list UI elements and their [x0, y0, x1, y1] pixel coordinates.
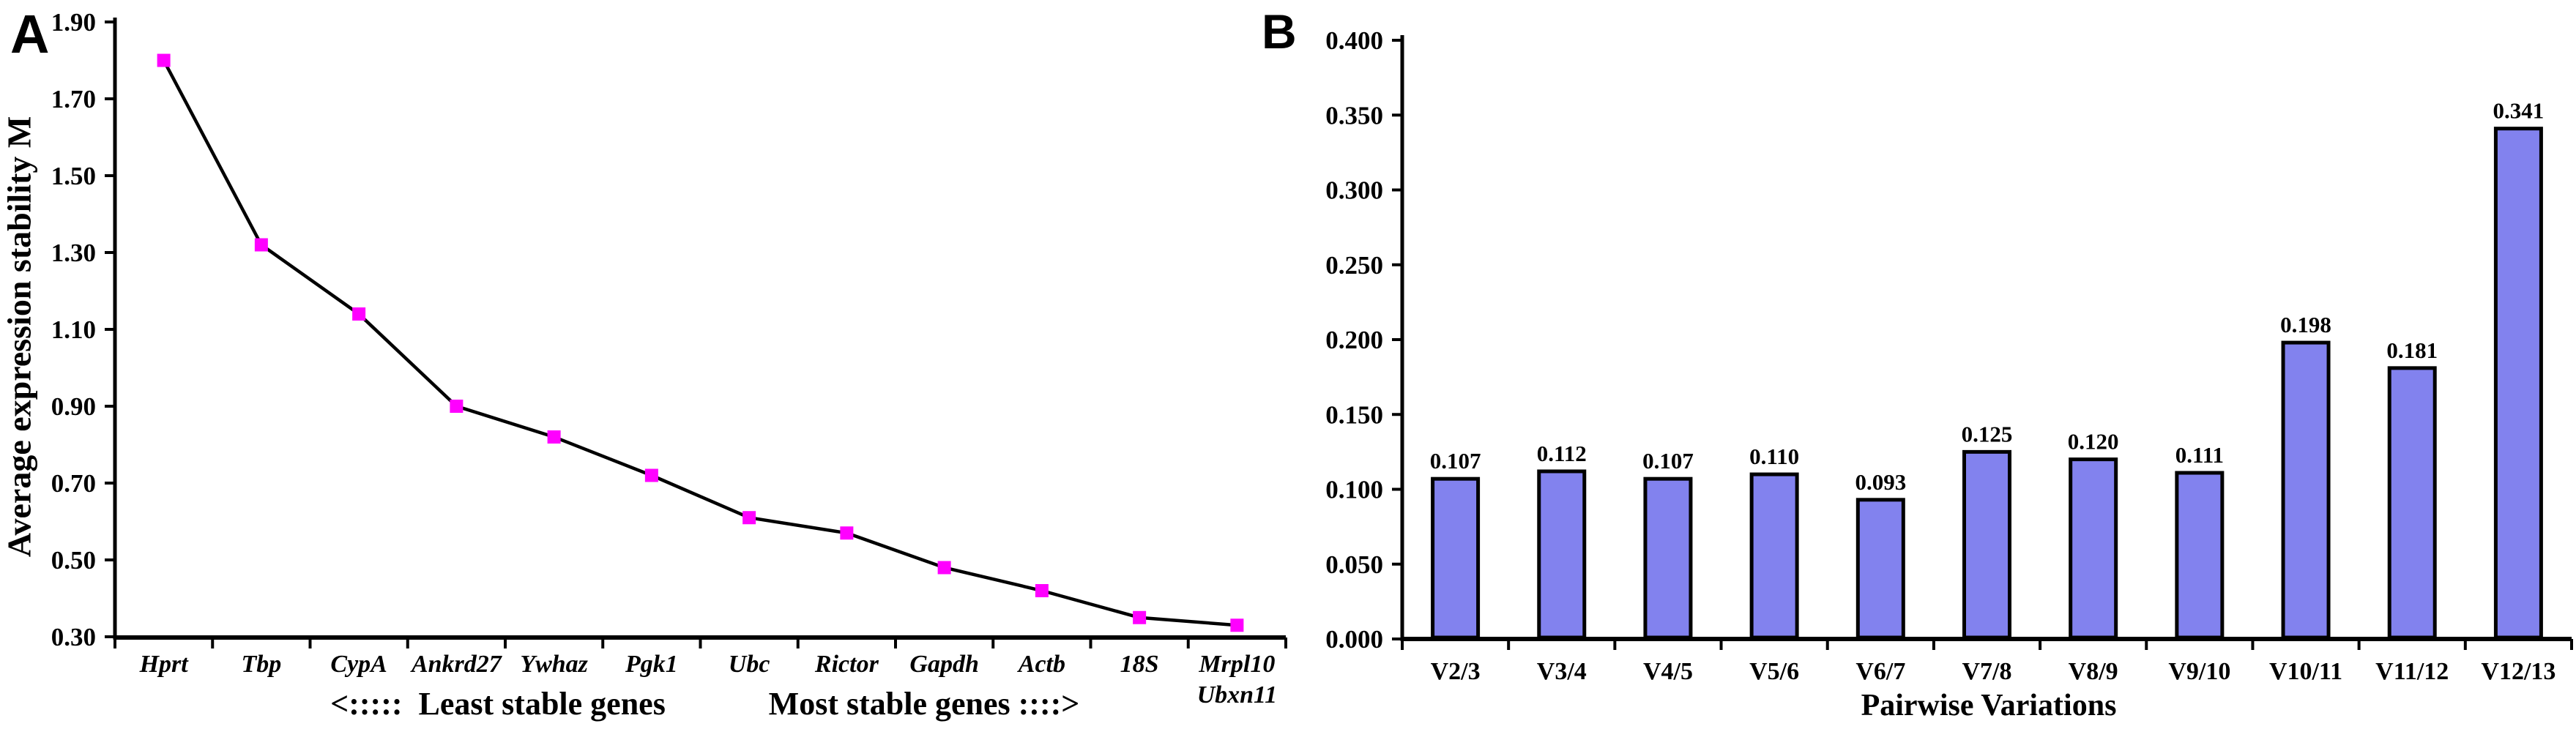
y-tick-label: 0.200 — [1325, 326, 1383, 354]
category-label: CypA — [330, 651, 387, 678]
data-point-marker — [1133, 610, 1147, 624]
category-label: Actb — [1017, 651, 1065, 678]
category-label: Pgk1 — [625, 651, 678, 678]
y-tick-label: 0.50 — [51, 546, 96, 575]
y-tick-label: 0.90 — [51, 392, 96, 421]
variation-bar — [1537, 469, 1587, 640]
category-label: Hprt — [139, 651, 190, 678]
variation-bar — [1643, 476, 1693, 640]
variation-bar — [1749, 472, 1799, 640]
data-point-marker — [644, 468, 658, 482]
category-label: V5/6 — [1749, 658, 1799, 685]
bar-value-label: 0.181 — [2386, 337, 2438, 363]
category-label: V6/7 — [1855, 658, 1905, 685]
category-label: V3/4 — [1537, 658, 1587, 685]
variation-bar — [1855, 498, 1905, 640]
category-label: Ankrd27 — [410, 651, 503, 678]
data-point-marker — [450, 400, 464, 413]
variation-bar — [2493, 127, 2543, 640]
category-label: Ubc — [729, 651, 770, 678]
data-point-marker — [157, 53, 171, 67]
y-tick-label: 0.300 — [1325, 176, 1383, 205]
bar-value-label: 0.112 — [1537, 441, 1587, 466]
y-tick-label: 0.250 — [1325, 251, 1383, 280]
bar-value-label: 0.093 — [1855, 469, 1906, 495]
variation-bar — [2069, 457, 2118, 640]
y-tick-label: 1.70 — [51, 85, 96, 113]
y-tick-label: 0.150 — [1325, 400, 1383, 429]
category-label: Rictor — [814, 651, 879, 678]
data-point-marker — [352, 307, 366, 321]
bar-value-label: 0.120 — [2068, 429, 2119, 455]
category-label: V12/13 — [2481, 658, 2555, 685]
y-tick-label: 1.90 — [51, 8, 96, 37]
most-stable-genes-annotation: Most stable genes ::::> — [768, 686, 1080, 722]
variation-bar — [2175, 471, 2225, 640]
bar-value-label: 0.198 — [2280, 312, 2331, 337]
panel-b-letter: B — [1262, 4, 1297, 59]
y-tick-label: 1.30 — [51, 239, 96, 267]
stability-line — [162, 59, 1237, 627]
bar-value-label: 0.111 — [2175, 442, 2224, 468]
category-label: Gapdh — [909, 651, 978, 678]
category-label: V10/11 — [2269, 658, 2342, 685]
bar-value-label: 0.107 — [1642, 448, 1694, 474]
y-tick-label: 0.400 — [1325, 26, 1383, 55]
y-tick-label: 1.50 — [51, 162, 96, 190]
panel-a-y-axis-title: Average expression stability M — [0, 116, 38, 558]
category-label: V2/3 — [1431, 658, 1481, 685]
category-label: Mrpl10 Ubxn11 — [1197, 651, 1278, 709]
category-label: V11/12 — [2375, 658, 2449, 685]
category-label: V9/10 — [2168, 658, 2230, 685]
variation-bar — [2387, 366, 2437, 640]
y-tick-label: 0.30 — [51, 623, 96, 651]
y-tick-label: 0.050 — [1325, 550, 1383, 579]
y-tick-label: 1.10 — [51, 315, 96, 344]
panel-a-letter: A — [10, 4, 50, 64]
bar-value-label: 0.125 — [1962, 421, 2013, 446]
bar-value-label: 0.107 — [1430, 448, 1481, 474]
data-point-marker — [1230, 618, 1244, 632]
category-label: Ywhaz — [520, 651, 588, 678]
category-label: Tbp — [241, 651, 281, 678]
category-label: V8/9 — [2069, 658, 2118, 685]
data-point-marker — [1035, 584, 1049, 597]
bar-value-label: 0.110 — [1749, 444, 1799, 469]
y-tick-label: 0.000 — [1325, 625, 1383, 654]
category-label: 18S — [1120, 651, 1159, 678]
data-point-marker — [840, 526, 854, 540]
bar-value-label: 0.341 — [2493, 98, 2545, 124]
data-point-marker — [547, 430, 561, 444]
variation-bar — [2281, 340, 2331, 640]
panel-b-x-axis-title: Pairwise Variations — [1861, 689, 2117, 722]
category-label: V7/8 — [1962, 658, 2012, 685]
variation-bar — [1962, 449, 2011, 640]
y-tick-label: 0.70 — [51, 469, 96, 498]
variation-bar — [1431, 476, 1481, 640]
data-point-marker — [254, 238, 268, 252]
data-point-marker — [937, 561, 951, 575]
data-point-marker — [742, 511, 756, 525]
category-label: V4/5 — [1643, 658, 1693, 685]
y-tick-label: 0.100 — [1325, 476, 1383, 504]
least-stable-genes-annotation: <::::: Least stable genes — [330, 686, 666, 722]
y-tick-label: 0.350 — [1325, 101, 1383, 130]
